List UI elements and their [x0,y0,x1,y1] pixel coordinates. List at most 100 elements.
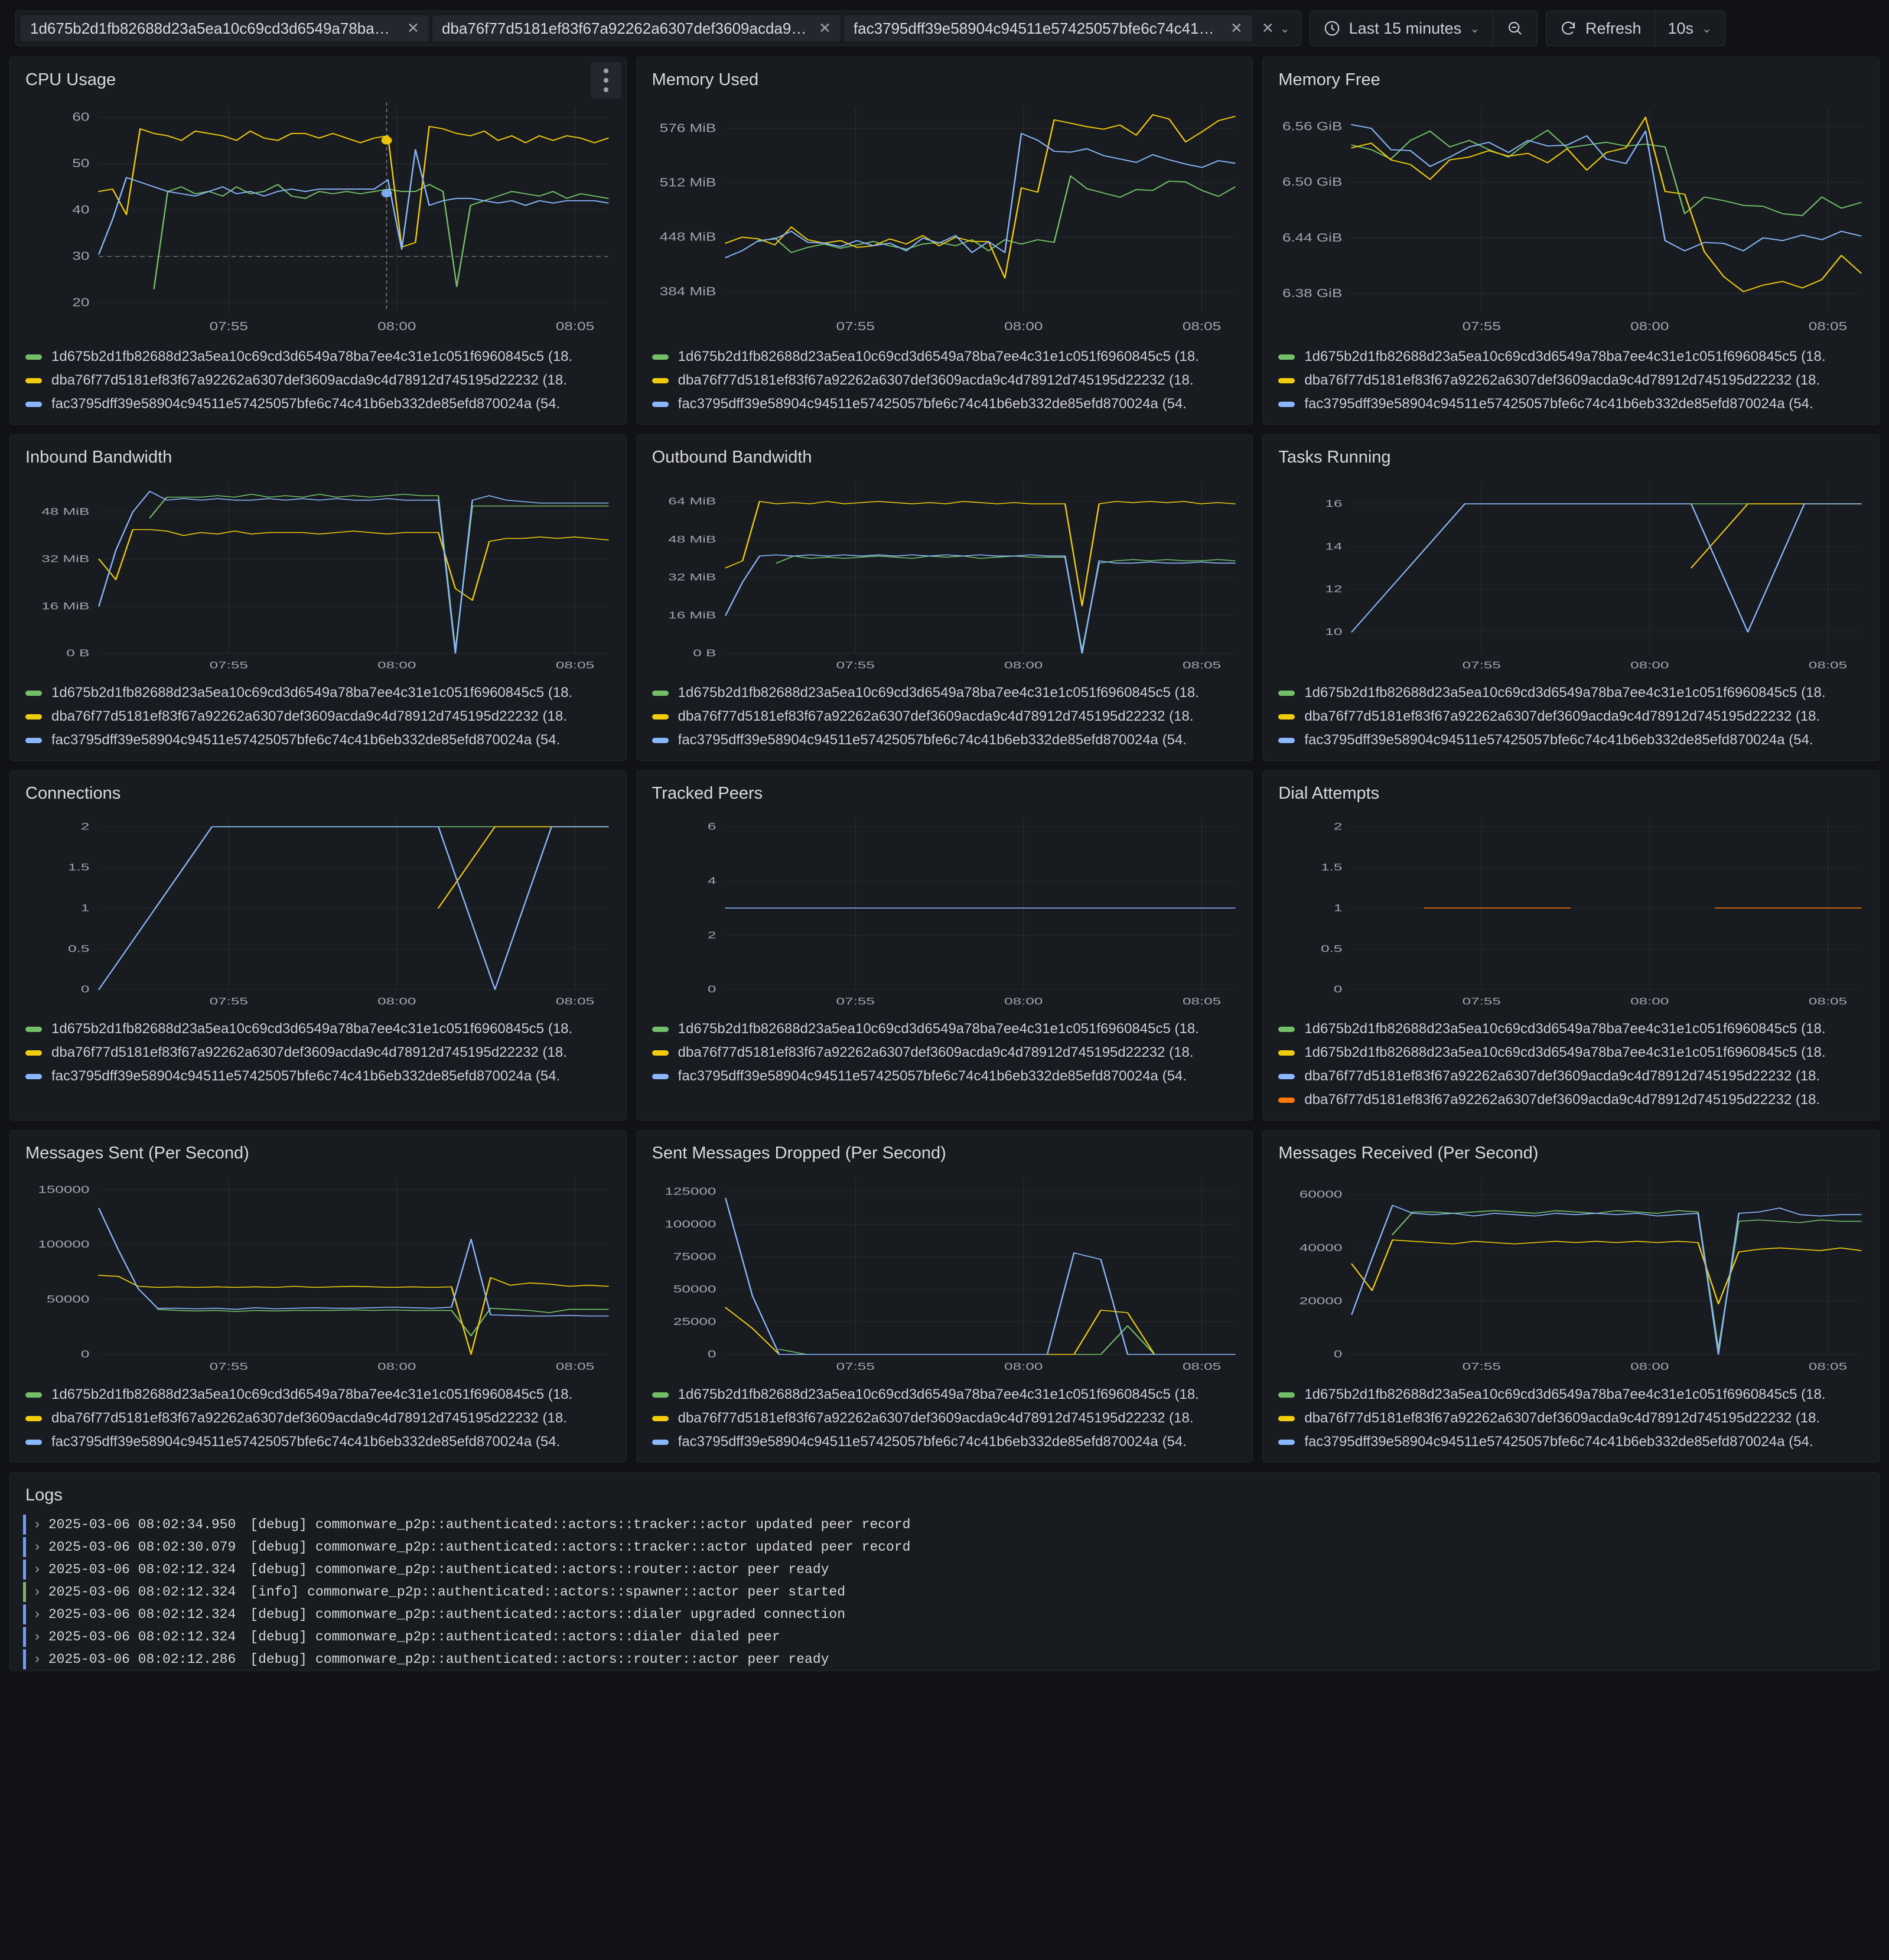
log-row[interactable]: › 2025-03-06 08:02:12.324 [debug] commonwar… [23,1558,1879,1581]
legend-item[interactable]: dba76f77d5181ef83f67a92262a6307def3609ac… [25,705,626,728]
legend-item[interactable]: fac3795dff39e58904c94511e57425057bfe6c74… [1278,392,1879,416]
legend-item[interactable]: 1d675b2d1fb82688d23a5ea10c69cd3d6549a78b… [652,1017,1253,1041]
menu-dot-icon [603,78,608,83]
plot-connections[interactable]: 0 0.5 1 1.5 2 07:55 08:00 08:05 [10,803,626,1016]
legend-item[interactable]: dba76f77d5181ef83f67a92262a6307def3609ac… [25,1406,626,1430]
legend-item[interactable]: dba76f77d5181ef83f67a92262a6307def3609ac… [1278,1064,1879,1088]
legend-item[interactable]: 1d675b2d1fb82688d23a5ea10c69cd3d6549a78b… [652,1383,1253,1406]
zoom-out-button[interactable] [1492,11,1537,45]
legend-series-label: 1d675b2d1fb82688d23a5ea10c69cd3d6549a78b… [678,1021,1199,1037]
variable-pill-2[interactable]: fac3795dff39e58904c94511e57425057bfe6c74… [843,15,1252,41]
variable-clear-all[interactable]: ✕ ⌄ [1256,19,1296,37]
legend-item[interactable]: dba76f77d5181ef83f67a92262a6307def3609ac… [1278,1406,1879,1430]
plot-inbound[interactable]: 0 B 16 MiB 32 MiB 48 MiB 07:55 08:00 08:05 [10,467,626,680]
legend-item[interactable]: dba76f77d5181ef83f67a92262a6307def3609ac… [652,369,1253,392]
plot-mem_free[interactable]: 6.38 GiB 6.44 GiB 6.50 GiB 6.56 GiB 07:55 08:… [1263,90,1879,344]
panel-menu-button[interactable] [590,62,621,99]
legend-item[interactable]: dba76f77d5181ef83f67a92262a6307def3609ac… [25,1041,626,1064]
log-row[interactable]: › 2025-03-06 08:02:12.324 [info] commonware… [23,1581,1879,1603]
plot-cpu[interactable]: 20 30 40 50 60 07:55 08:00 08:05 [10,90,626,344]
svg-text:08:05: 08:05 [1183,995,1221,1007]
legend-item[interactable]: fac3795dff39e58904c94511e57425057bfe6c74… [652,1064,1253,1088]
log-row[interactable]: › 2025-03-06 08:02:34.950 [debug] commonwar… [23,1513,1879,1536]
legend-item[interactable]: fac3795dff39e58904c94511e57425057bfe6c74… [25,728,626,752]
plot-peers[interactable]: 0 2 4 6 07:55 08:00 08:05 [637,803,1253,1016]
plot-msg_dropped[interactable]: 0 25000 50000 75000 100000 125000 07:55 08:00 08… [637,1163,1253,1382]
plot-msg_sent[interactable]: 0 50000 100000 150000 07:55 08:00 08:05 [10,1163,626,1382]
legend-item[interactable]: fac3795dff39e58904c94511e57425057bfe6c74… [25,1430,626,1454]
refresh-interval-picker[interactable]: 10s ⌄ [1654,11,1725,45]
variable-value-2: fac3795dff39e58904c94511e57425057bfe6c74… [853,19,1220,37]
log-timestamp: 2025-03-06 08:02:30.079 [48,1539,236,1555]
log-row[interactable]: › 2025-03-06 08:02:12.286 [debug] commonwar… [23,1648,1879,1671]
legend-item[interactable]: 1d675b2d1fb82688d23a5ea10c69cd3d6549a78b… [1278,1383,1879,1406]
svg-text:08:05: 08:05 [556,659,594,670]
legend-item[interactable]: 1d675b2d1fb82688d23a5ea10c69cd3d6549a78b… [652,345,1253,369]
svg-text:08:05: 08:05 [556,1361,594,1372]
svg-text:08:00: 08:00 [1004,659,1043,670]
log-row[interactable]: › 2025-03-06 08:02:30.079 [debug] commonwar… [23,1536,1879,1558]
legend-item[interactable]: 1d675b2d1fb82688d23a5ea10c69cd3d6549a78b… [1278,1041,1879,1064]
refresh-button[interactable]: Refresh [1546,11,1654,45]
legend-item[interactable]: dba76f77d5181ef83f67a92262a6307def3609ac… [1278,1088,1879,1112]
legend-item[interactable]: fac3795dff39e58904c94511e57425057bfe6c74… [1278,728,1879,752]
time-range-picker[interactable]: Last 15 minutes ⌄ [1310,11,1493,45]
legend-color-swatch [1278,1439,1295,1445]
panel-outbound: Outbound Bandwidth 0 B 16 MiB 32 MiB 48 MiB 6… [636,434,1253,761]
legend-item[interactable]: 1d675b2d1fb82688d23a5ea10c69cd3d6549a78b… [25,1383,626,1406]
legend-item[interactable]: dba76f77d5181ef83f67a92262a6307def3609ac… [652,1041,1253,1064]
log-row[interactable]: › 2025-03-06 08:02:12.324 [debug] commonwar… [23,1626,1879,1648]
legend-item[interactable]: fac3795dff39e58904c94511e57425057bfe6c74… [25,1064,626,1088]
legend-item[interactable]: fac3795dff39e58904c94511e57425057bfe6c74… [652,392,1253,416]
legend-series-label: fac3795dff39e58904c94511e57425057bfe6c74… [51,1068,561,1084]
remove-variable-icon-2[interactable]: ✕ [1230,19,1243,37]
legend-item[interactable]: dba76f77d5181ef83f67a92262a6307def3609ac… [652,1406,1253,1430]
expand-row-icon[interactable]: › [33,1607,41,1622]
svg-text:2: 2 [1334,821,1342,832]
variable-pill-1[interactable]: dba76f77d5181ef83f67a92262a6307def3609ac… [432,15,841,41]
plot-tasks[interactable]: 10 12 14 16 07:55 08:00 08:05 [1263,467,1879,680]
legend-item[interactable]: 1d675b2d1fb82688d23a5ea10c69cd3d6549a78b… [652,681,1253,705]
legend-color-swatch [652,377,669,383]
legend-item[interactable]: dba76f77d5181ef83f67a92262a6307def3609ac… [652,705,1253,728]
legend-item[interactable]: 1d675b2d1fb82688d23a5ea10c69cd3d6549a78b… [1278,1017,1879,1041]
legend-item[interactable]: fac3795dff39e58904c94511e57425057bfe6c74… [652,1430,1253,1454]
svg-text:08:00: 08:00 [1631,995,1669,1007]
panel-cpu: CPU Usage 20 30 40 50 60 07:55 08:00 08:05 1d675… [9,57,627,425]
legend-item[interactable]: 1d675b2d1fb82688d23a5ea10c69cd3d6549a78b… [1278,681,1879,705]
legend-peers: 1d675b2d1fb82688d23a5ea10c69cd3d6549a78b… [637,1016,1253,1096]
legend-connections: 1d675b2d1fb82688d23a5ea10c69cd3d6549a78b… [10,1016,626,1096]
variable-pill-0[interactable]: 1d675b2d1fb82688d23a5ea10c69cd3d6549a78b… [21,15,429,41]
plot-dial[interactable]: 0 0.5 1 1.5 2 07:55 08:00 08:05 [1263,803,1879,1016]
legend-series-label: dba76f77d5181ef83f67a92262a6307def3609ac… [1304,1410,1820,1426]
legend-item[interactable]: dba76f77d5181ef83f67a92262a6307def3609ac… [25,369,626,392]
legend-item[interactable]: 1d675b2d1fb82688d23a5ea10c69cd3d6549a78b… [1278,345,1879,369]
legend-item[interactable]: 1d675b2d1fb82688d23a5ea10c69cd3d6549a78b… [25,1017,626,1041]
remove-variable-icon-1[interactable]: ✕ [818,19,831,37]
expand-row-icon[interactable]: › [33,1652,41,1667]
legend-item[interactable]: fac3795dff39e58904c94511e57425057bfe6c74… [1278,1430,1879,1454]
expand-row-icon[interactable]: › [33,1562,41,1577]
legend-item[interactable]: fac3795dff39e58904c94511e57425057bfe6c74… [25,392,626,416]
legend-item[interactable]: 1d675b2d1fb82688d23a5ea10c69cd3d6549a78b… [25,681,626,705]
expand-row-icon[interactable]: › [33,1584,41,1600]
remove-variable-icon-0[interactable]: ✕ [407,19,419,37]
plot-msg_recv[interactable]: 0 20000 40000 60000 07:55 08:00 08:05 [1263,1163,1879,1382]
expand-row-icon[interactable]: › [33,1539,41,1555]
expand-row-icon[interactable]: › [33,1517,41,1532]
expand-row-icon[interactable]: › [33,1629,41,1645]
legend-item[interactable]: dba76f77d5181ef83f67a92262a6307def3609ac… [1278,369,1879,392]
panel-mem_used: Memory Used 384 MiB 448 MiB 512 MiB 576 MiB 0… [636,57,1253,425]
legend-item[interactable]: fac3795dff39e58904c94511e57425057bfe6c74… [652,728,1253,752]
svg-text:25000: 25000 [673,1316,716,1327]
legend-color-swatch [1278,690,1295,696]
svg-text:6: 6 [708,821,716,832]
log-row[interactable]: › 2025-03-06 08:02:12.324 [debug] commonwar… [23,1603,1879,1626]
svg-text:14: 14 [1325,541,1343,552]
plot-mem_used[interactable]: 384 MiB 448 MiB 512 MiB 576 MiB 07:55 08:00 08… [637,90,1253,344]
log-timestamp: 2025-03-06 08:02:12.324 [48,1629,236,1645]
legend-item[interactable]: 1d675b2d1fb82688d23a5ea10c69cd3d6549a78b… [25,345,626,369]
legend-item[interactable]: dba76f77d5181ef83f67a92262a6307def3609ac… [1278,705,1879,728]
panel-title-mem_used: Memory Used [652,70,759,89]
plot-outbound[interactable]: 0 B 16 MiB 32 MiB 48 MiB 64 MiB 07:55 08:00 08:… [637,467,1253,680]
